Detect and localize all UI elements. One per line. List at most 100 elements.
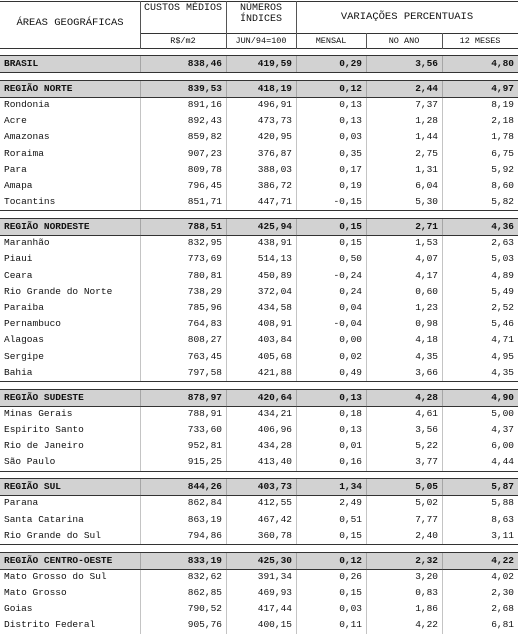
area-name: REGIÃO NORTE xyxy=(4,82,73,94)
col-unit: 12 MESES xyxy=(459,36,501,46)
value-cell: 3,77 xyxy=(415,456,438,468)
area-name: Goias xyxy=(4,603,33,615)
value-cell: 0,15 xyxy=(339,529,362,541)
value-cell: 7,37 xyxy=(415,99,438,110)
area-name: REGIÃO SUDESTE xyxy=(4,391,84,403)
value-cell: 907,23 xyxy=(187,147,222,159)
value-cell: 0,16 xyxy=(339,456,362,468)
area-name: São Paulo xyxy=(4,456,56,468)
rule xyxy=(366,33,367,49)
value-cell: 1,78 xyxy=(491,131,514,143)
value-cell: 413,40 xyxy=(257,456,292,468)
area-name: Rio de Janeiro xyxy=(4,440,84,452)
value-cell: 3,11 xyxy=(491,529,514,541)
rule xyxy=(0,72,518,74)
value-cell: 0,49 xyxy=(339,366,362,378)
value-cell: 0,60 xyxy=(415,285,438,297)
value-cell: 8,19 xyxy=(491,99,514,110)
area-name: Minas Gerais xyxy=(4,407,73,419)
col-header: CUSTOS MÉDIOS xyxy=(143,3,222,14)
value-cell: 878,97 xyxy=(187,391,222,403)
col-header: NÚMEROS ÍNDICES xyxy=(239,3,282,25)
rule xyxy=(442,219,443,381)
rule xyxy=(140,56,141,73)
value-cell: 2,71 xyxy=(415,221,438,232)
rule xyxy=(0,55,518,56)
value-cell: 6,81 xyxy=(491,619,514,631)
rule xyxy=(0,495,518,497)
value-cell: 0,13 xyxy=(339,391,362,403)
value-cell: 5,82 xyxy=(491,196,514,208)
value-cell: 4,89 xyxy=(491,269,514,281)
col-unit: NO ANO xyxy=(388,36,420,46)
rule xyxy=(0,478,518,480)
value-cell: 400,15 xyxy=(257,619,292,631)
area-name: Tocantins xyxy=(4,196,56,208)
area-name: Ceara xyxy=(4,269,33,281)
value-cell: 915,25 xyxy=(187,456,222,468)
value-cell: 2,40 xyxy=(415,529,438,541)
section-bar xyxy=(0,219,518,236)
value-cell: 0,15 xyxy=(339,237,362,249)
value-cell: 4,44 xyxy=(491,456,514,468)
value-cell: 0,02 xyxy=(339,350,362,362)
rule xyxy=(296,1,297,49)
section-bar xyxy=(0,479,518,496)
value-cell: 0,13 xyxy=(339,424,362,435)
rule xyxy=(296,219,297,381)
value-cell: 0,50 xyxy=(339,253,362,265)
value-cell: 4,17 xyxy=(415,269,438,281)
value-cell: 2,63 xyxy=(491,237,514,249)
area-name: REGIÃO CENTRO-OESTE xyxy=(4,554,113,566)
value-cell: 496,91 xyxy=(257,99,292,110)
section-bar xyxy=(0,80,518,97)
value-cell: 0,51 xyxy=(339,513,362,525)
value-cell: 434,28 xyxy=(257,440,292,452)
value-cell: 418,19 xyxy=(257,82,292,94)
value-cell: 420,64 xyxy=(257,391,292,403)
value-cell: 5,02 xyxy=(415,497,438,509)
area-name: Distrito Federal xyxy=(4,619,96,631)
rule xyxy=(366,479,367,544)
value-cell: 1,34 xyxy=(339,481,362,493)
rule xyxy=(0,79,518,81)
value-cell: 905,76 xyxy=(187,619,222,631)
value-cell: 844,26 xyxy=(187,481,222,493)
rule xyxy=(442,479,443,544)
value-cell: 419,59 xyxy=(257,58,292,69)
value-cell: 514,13 xyxy=(257,253,292,265)
value-cell: 5,88 xyxy=(491,497,514,509)
value-cell: 794,86 xyxy=(187,529,222,541)
value-cell: 4,35 xyxy=(491,366,514,378)
value-cell: 406,96 xyxy=(257,424,292,435)
value-cell: 1,53 xyxy=(415,237,438,249)
area-name: Rondonia xyxy=(4,99,50,110)
value-cell: 833,19 xyxy=(187,554,222,566)
value-cell: 785,96 xyxy=(187,302,222,313)
value-cell: 2,18 xyxy=(491,115,514,127)
value-cell: -0,04 xyxy=(333,318,362,330)
value-cell: 790,52 xyxy=(187,603,222,615)
value-cell: 4,36 xyxy=(491,221,514,232)
value-cell: 391,34 xyxy=(257,570,292,582)
area-name: Pernambuco xyxy=(4,318,62,330)
value-cell: 2,52 xyxy=(491,302,514,313)
area-name: Alagoas xyxy=(4,334,44,346)
rule xyxy=(226,1,227,49)
value-cell: 788,91 xyxy=(187,407,222,419)
rule xyxy=(140,389,141,471)
value-cell: 6,75 xyxy=(491,147,514,159)
value-cell: 4,22 xyxy=(415,619,438,631)
value-cell: 0,26 xyxy=(339,570,362,582)
value-cell: 0,98 xyxy=(415,318,438,330)
value-cell: 0,03 xyxy=(339,131,362,143)
value-cell: 8,63 xyxy=(491,513,514,525)
value-cell: 862,85 xyxy=(187,587,222,598)
value-cell: 863,19 xyxy=(187,513,222,525)
value-cell: 5,30 xyxy=(415,196,438,208)
value-cell: 1,86 xyxy=(415,603,438,615)
rule xyxy=(442,56,443,73)
value-cell: 4,28 xyxy=(415,391,438,403)
rule xyxy=(296,389,297,471)
